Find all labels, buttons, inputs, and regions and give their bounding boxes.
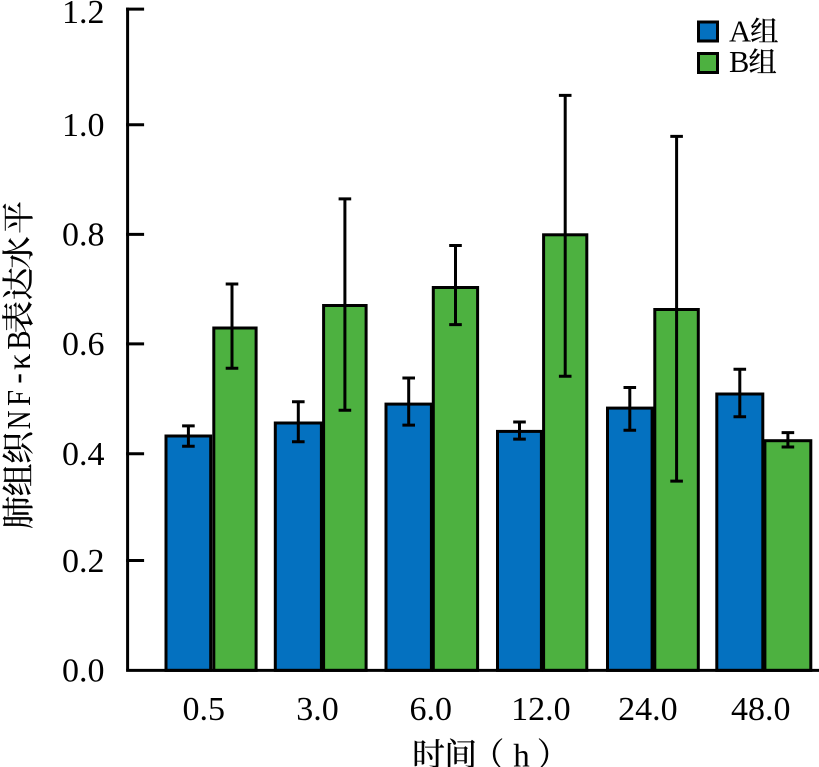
svg-text:κ: κ bbox=[0, 353, 38, 370]
svg-text:0.6: 0.6 bbox=[62, 326, 105, 363]
svg-text:B: B bbox=[0, 331, 38, 350]
svg-text:h: h bbox=[513, 738, 530, 767]
svg-text:3.0: 3.0 bbox=[296, 691, 339, 728]
svg-text:48.0: 48.0 bbox=[731, 691, 791, 728]
svg-text:0.0: 0.0 bbox=[62, 653, 105, 690]
svg-text:0.8: 0.8 bbox=[62, 217, 105, 254]
svg-text:N: N bbox=[0, 410, 38, 429]
svg-text:24.0: 24.0 bbox=[618, 691, 678, 728]
svg-text:0.5: 0.5 bbox=[183, 691, 226, 728]
svg-text:0.4: 0.4 bbox=[62, 436, 105, 473]
svg-text:A: A bbox=[729, 14, 751, 48]
svg-text:1.2: 1.2 bbox=[62, 0, 105, 31]
svg-text:B: B bbox=[729, 45, 749, 79]
svg-text:12.0: 12.0 bbox=[511, 691, 571, 728]
svg-text:6.0: 6.0 bbox=[409, 691, 452, 728]
svg-text:1.0: 1.0 bbox=[62, 107, 105, 144]
svg-text:0.2: 0.2 bbox=[62, 543, 105, 580]
svg-text:F: F bbox=[0, 390, 38, 406]
